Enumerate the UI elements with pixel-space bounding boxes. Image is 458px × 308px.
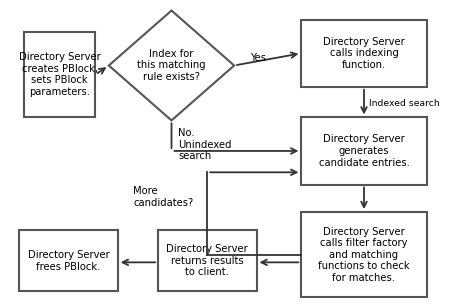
Text: Index for
this matching
rule exists?: Index for this matching rule exists? bbox=[137, 49, 206, 82]
FancyBboxPatch shape bbox=[24, 32, 95, 117]
Text: Directory Server
returns results
to client.: Directory Server returns results to clie… bbox=[166, 244, 248, 278]
Text: Directory Server
calls filter factory
and matching
functions to check
for matche: Directory Server calls filter factory an… bbox=[318, 226, 410, 283]
FancyBboxPatch shape bbox=[19, 230, 118, 291]
Polygon shape bbox=[109, 10, 234, 120]
FancyBboxPatch shape bbox=[301, 117, 427, 184]
Text: Directory Server
frees PBlock.: Directory Server frees PBlock. bbox=[27, 250, 109, 272]
Text: Yes: Yes bbox=[250, 53, 266, 63]
FancyBboxPatch shape bbox=[301, 20, 427, 87]
Text: No.
Unindexed
search: No. Unindexed search bbox=[178, 128, 232, 161]
FancyBboxPatch shape bbox=[158, 230, 256, 291]
Text: Indexed search: Indexed search bbox=[369, 99, 440, 108]
Text: Directory Server
calls indexing
function.: Directory Server calls indexing function… bbox=[323, 37, 405, 70]
Text: Directory Server
creates PBlock,
sets PBlock
parameters.: Directory Server creates PBlock, sets PB… bbox=[19, 52, 100, 97]
Text: Directory Server
generates
candidate entries.: Directory Server generates candidate ent… bbox=[319, 134, 409, 168]
FancyBboxPatch shape bbox=[301, 212, 427, 298]
Text: More
candidates?: More candidates? bbox=[133, 186, 194, 208]
